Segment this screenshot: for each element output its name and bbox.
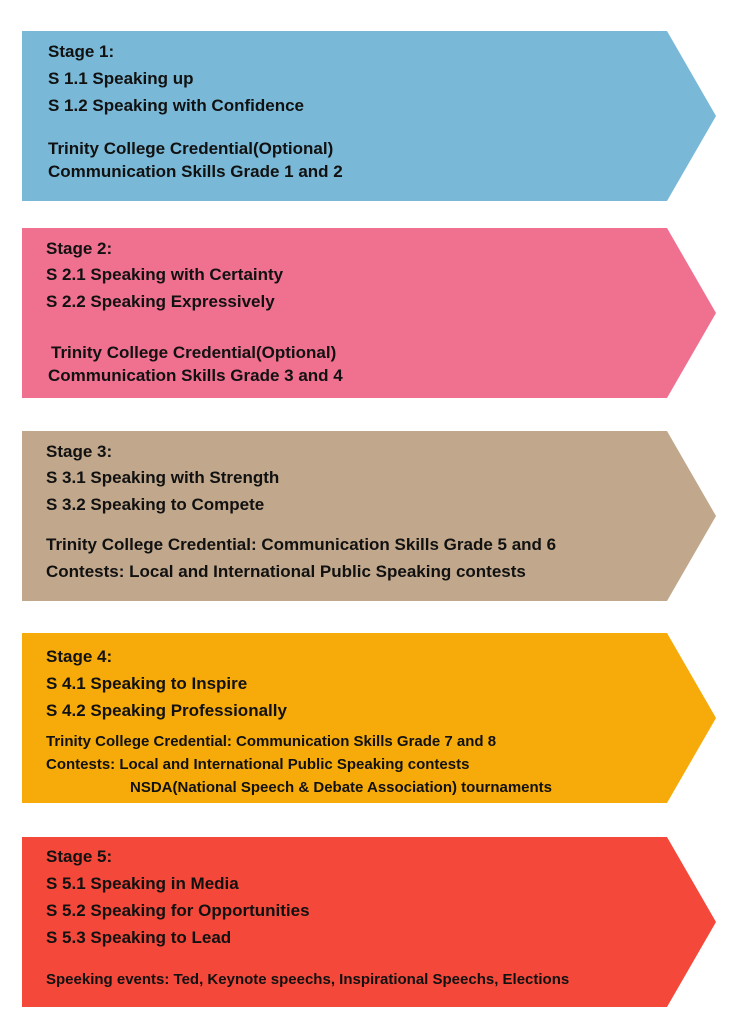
stage-2-note-2: Communication Skills Grade 3 and 4 (48, 366, 343, 385)
stage-4-arrow-fill (22, 633, 716, 803)
stage-1-note-2: Communication Skills Grade 1 and 2 (48, 162, 343, 181)
stage-3-arrow: Stage 3: S 3.1 Speaking with Strength S … (22, 431, 716, 601)
stage-4-title: Stage 4: (46, 647, 113, 666)
stage-3-note-1: Trinity College Credential: Communicatio… (46, 535, 557, 554)
stage-4-item-2: S 4.2 Speaking Professionally (46, 701, 287, 720)
stage-5-arrow-fill (22, 837, 716, 1007)
stage-2-title: Stage 2: (46, 239, 113, 258)
stage-5-item-2: S 5.2 Speaking for Opportunities (46, 901, 310, 920)
stage-4-note-2: Contests: Local and International Public… (46, 756, 470, 773)
stage-3-item-1: S 3.1 Speaking with Strength (46, 468, 280, 487)
stage-5-title: Stage 5: (46, 847, 113, 866)
stage-1-item-2: S 1.2 Speaking with Confidence (48, 96, 304, 115)
stage-1-note-1: Trinity College Credential(Optional) (48, 139, 334, 158)
stage-4-arrow: Stage 4: S 4.1 Speaking to Inspire S 4.2… (22, 633, 716, 803)
stage-1-title: Stage 1: (48, 42, 115, 61)
stage-5-arrow-shape (22, 837, 716, 1007)
stage-1-item-1: S 1.1 Speaking up (48, 69, 194, 88)
stage-3-note-2: Contests: Local and International Public… (46, 562, 526, 581)
stage-2-note-1: Trinity College Credential(Optional) (51, 343, 337, 362)
stage-1-arrow-shape (22, 31, 716, 201)
stage-5-item-1: S 5.1 Speaking in Media (46, 874, 239, 893)
stage-3-item-2: S 3.2 Speaking to Compete (46, 495, 265, 514)
stage-4-arrow-shape (22, 633, 716, 803)
stage-3-title: Stage 3: (46, 442, 113, 461)
stage-1-arrow-fill (22, 31, 716, 201)
stage-5-item-3: S 5.3 Speaking to Lead (46, 928, 232, 947)
stage-3-arrow-fill (22, 431, 716, 601)
stage-2-item-2: S 2.2 Speaking Expressively (46, 292, 275, 311)
stage-2-arrow-shape (22, 228, 716, 398)
stage-5-note-1: Speeking events: Ted, Keynote speechs, I… (46, 971, 570, 988)
stage-4-item-1: S 4.1 Speaking to Inspire (46, 674, 248, 693)
stage-2-arrow-fill (22, 228, 716, 398)
stage-2-item-1: S 2.1 Speaking with Certainty (46, 265, 284, 284)
stage-1-arrow: Stage 1: S 1.1 Speaking up S 1.2 Speakin… (22, 31, 716, 201)
stage-4-note-1: Trinity College Credential: Communicatio… (46, 733, 497, 750)
stage-5-arrow: Stage 5: S 5.1 Speaking in Media S 5.2 S… (22, 837, 716, 1007)
stage-2-arrow: Stage 2: S 2.1 Speaking with Certainty S… (22, 228, 716, 398)
stage-3-arrow-shape (22, 431, 716, 601)
stage-4-note-3: NSDA(National Speech & Debate Associatio… (130, 779, 553, 796)
